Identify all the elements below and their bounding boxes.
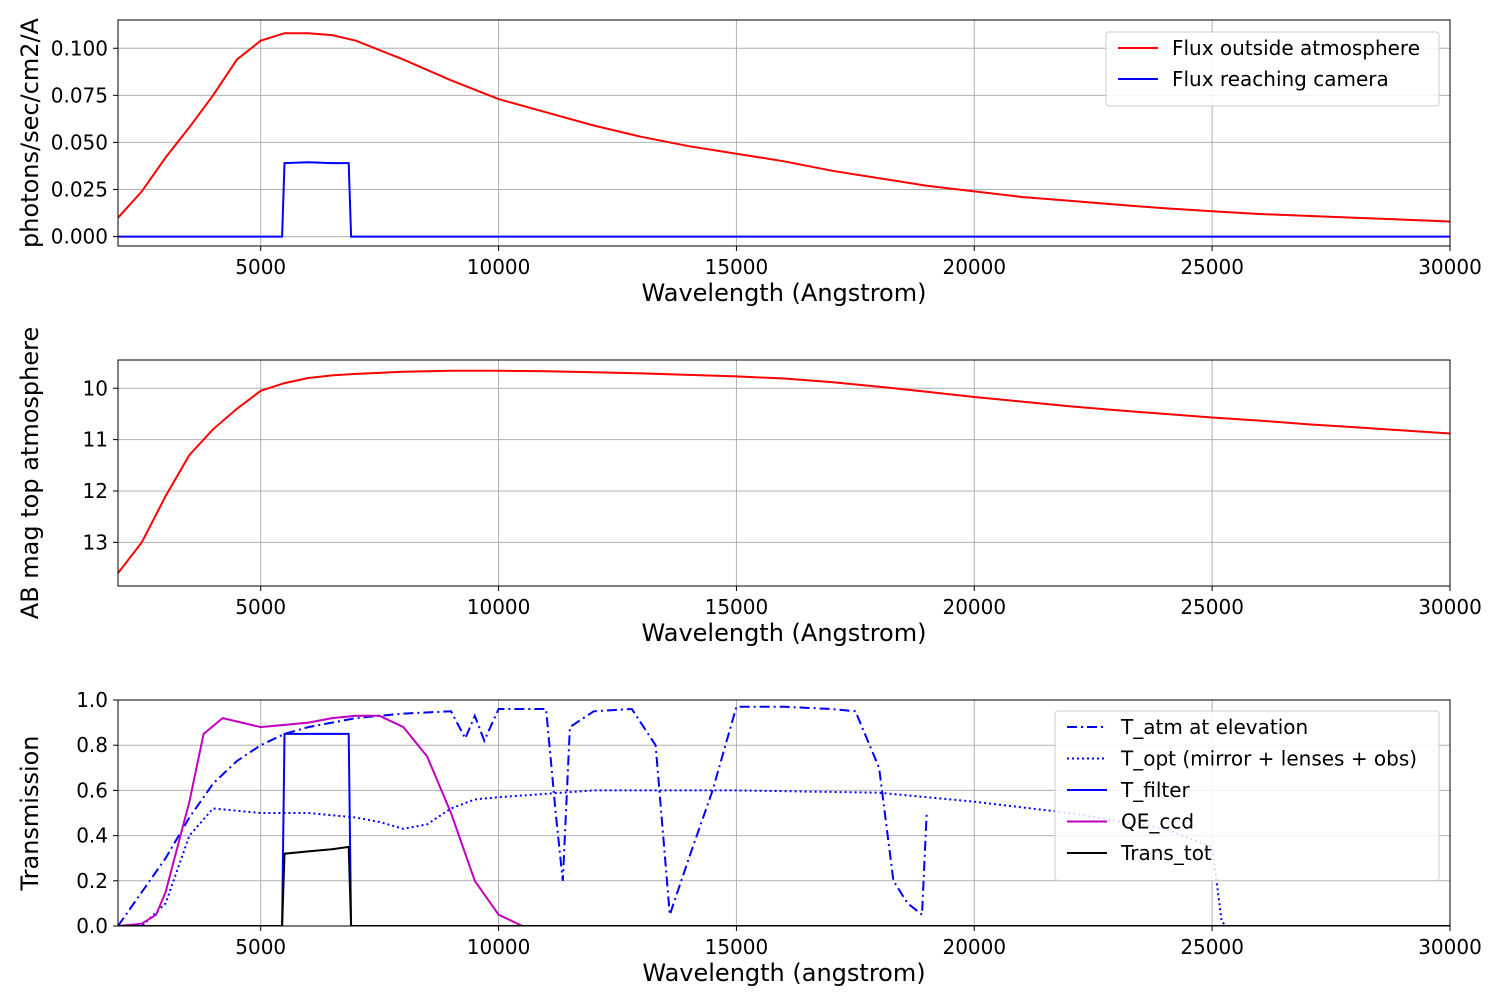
x-tick-label: 25000	[1180, 595, 1244, 619]
x-axis-label: Wavelength (angstrom)	[642, 959, 925, 987]
x-tick-label: 5000	[235, 935, 286, 959]
chart-panel-3: 5000 10000 15000 20000 25000 30000 0.0 0.2 0.4 0.…	[16, 688, 1482, 987]
legend-label: Flux outside atmosphere	[1172, 36, 1420, 60]
y-axis-label: AB mag top atmosphere	[16, 327, 44, 619]
y-tick-label: 0.050	[51, 130, 108, 154]
x-tick-label: 20000	[942, 935, 1006, 959]
x-axis-label: Wavelength (Angstrom)	[642, 279, 927, 307]
y-tick-label: 1.0	[76, 688, 108, 712]
series-line-flux-outside-atmosphere	[118, 32, 1450, 223]
legend: Flux outside atmosphere Flux reaching cam…	[1105, 31, 1440, 107]
x-tick-label: 15000	[705, 935, 769, 959]
legend: T_atm at elevation T_opt (mirror + lenses…	[1054, 710, 1440, 881]
legend-label: Flux reaching camera	[1172, 67, 1389, 91]
x-tick-label: 30000	[1418, 255, 1482, 279]
series-line-t-atm-at-elevation	[118, 705, 928, 926]
y-tick-label: 0.8	[76, 733, 108, 757]
x-tick-label: 25000	[1180, 935, 1244, 959]
x-tick-label: 30000	[1418, 935, 1482, 959]
x-tick-label: 20000	[942, 595, 1006, 619]
legend-label: T_opt (mirror + lenses + obs)	[1120, 747, 1417, 771]
y-tick-label: 0.100	[51, 36, 108, 60]
series-line-flux-reaching-camera	[118, 161, 1450, 238]
series-line-trans-tot	[118, 845, 1450, 926]
y-tick-label: 11	[83, 428, 108, 452]
x-tick-label: 20000	[942, 255, 1006, 279]
plot-frame	[117, 699, 1451, 927]
x-tick-label: 25000	[1180, 255, 1244, 279]
x-tick-label: 10000	[467, 595, 531, 619]
legend-label: Trans_tot	[1120, 841, 1212, 865]
x-axis-label: Wavelength (Angstrom)	[642, 619, 927, 647]
series-line-t-filter	[118, 732, 1450, 926]
x-tick-label: 10000	[467, 935, 531, 959]
plot-frame	[117, 19, 1451, 247]
y-tick-label: 0.6	[76, 778, 108, 802]
y-tick-label: 0.000	[51, 225, 108, 249]
y-tick-label: 0.2	[76, 869, 108, 893]
x-tick-label: 10000	[467, 255, 531, 279]
x-tick-label: 5000	[235, 255, 286, 279]
legend-label: T_filter	[1120, 778, 1191, 802]
y-tick-label: 0.4	[76, 824, 108, 848]
legend-box	[1105, 31, 1440, 107]
chart-panel-1: 5000 10000 15000 20000 25000 30000 0.000 0.025 0…	[16, 17, 1482, 307]
plot-frame	[117, 359, 1451, 587]
series-line-qe-ccd	[118, 714, 1450, 926]
y-tick-label: 12	[83, 479, 108, 503]
y-tick-label: 0.075	[51, 83, 108, 107]
legend-box	[1054, 710, 1440, 881]
series-line-flux-mag	[118, 369, 1450, 574]
y-tick-label: 0.0	[76, 914, 108, 938]
y-tick-label: 13	[83, 530, 108, 554]
chart-panel-2: 5000 10000 15000 20000 25000 30000 10 11 12 13 Wav…	[16, 327, 1482, 647]
x-tick-label: 15000	[705, 595, 769, 619]
x-tick-label: 30000	[1418, 595, 1482, 619]
x-tick-label: 5000	[235, 595, 286, 619]
x-tick-label: 15000	[705, 255, 769, 279]
legend-label: QE_ccd	[1121, 810, 1194, 834]
y-tick-label: 0.025	[51, 178, 108, 202]
y-axis-label: photons/sec/cm2/A	[16, 17, 44, 248]
y-axis-label: Transmission	[16, 735, 44, 891]
y-tick-label: 10	[83, 376, 108, 400]
legend-label: T_atm at elevation	[1120, 715, 1308, 739]
